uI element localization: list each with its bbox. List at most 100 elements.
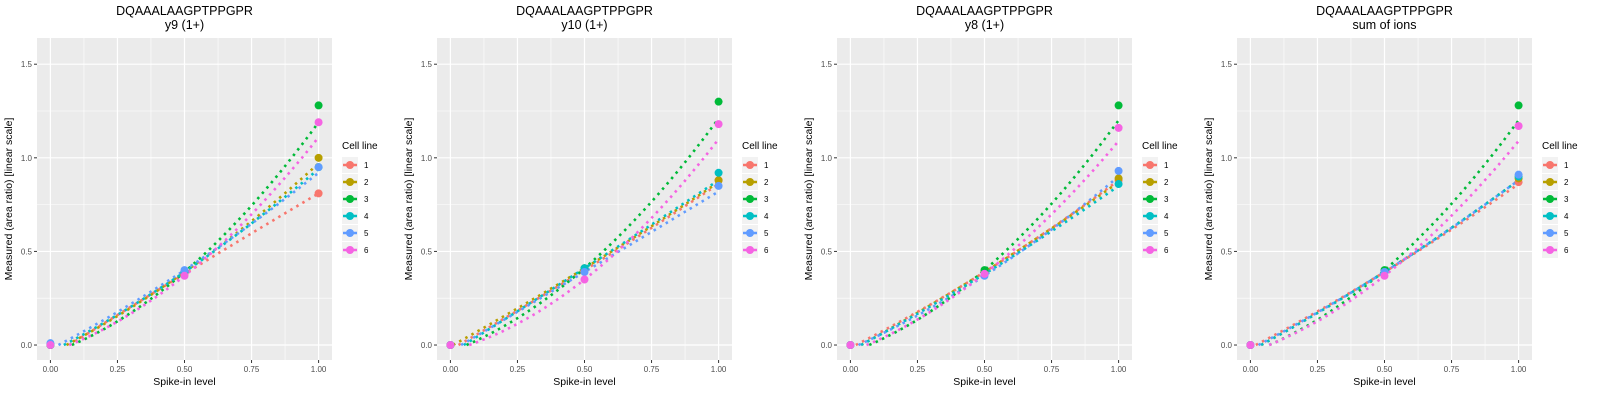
data-point-cell-line-6 <box>1114 123 1123 132</box>
legend-key-point <box>1146 212 1154 220</box>
data-point-cell-line-6 <box>1380 271 1389 280</box>
legend-label: 5 <box>1564 229 1569 238</box>
data-point-cell-line-6 <box>314 118 323 127</box>
legend-item-2: 2 <box>342 174 369 190</box>
legend-key-point <box>1146 229 1154 237</box>
legend-label: 3 <box>1164 195 1169 204</box>
y-tick-label: 1.5 <box>821 60 833 69</box>
legend-title: Cell line <box>342 141 378 152</box>
x-tick-label: 0.75 <box>1044 365 1060 374</box>
legend-label: 5 <box>764 229 769 238</box>
fit-line-cell-line-5 <box>1257 179 1520 347</box>
legend-item-3: 3 <box>1142 191 1169 207</box>
y-tick-label: 1.0 <box>421 154 433 163</box>
legend-label: 3 <box>364 195 369 204</box>
data-point-cell-line-6 <box>180 271 189 280</box>
fit-line-cell-line-6 <box>68 136 320 347</box>
legend-key-point <box>346 229 354 237</box>
legend-label: 2 <box>1164 178 1169 187</box>
legend-item-5: 5 <box>1542 225 1569 241</box>
x-axis-label: Spike-in level <box>953 376 1015 388</box>
legend-title: Cell line <box>1542 141 1578 152</box>
data-point-cell-line-6 <box>846 341 855 350</box>
y-tick-label: 1.5 <box>21 60 33 69</box>
legend-label: 3 <box>1564 195 1569 204</box>
legend-key-point <box>1546 161 1554 169</box>
y-axis-label: Measured (area ratio) [linear scale] <box>1203 118 1215 281</box>
data-point-cell-line-5 <box>580 268 589 277</box>
legend-key-point <box>1146 195 1154 203</box>
chart-title: DQAAALAAGPTPPGPR <box>1316 4 1453 18</box>
y-tick-label: 0.0 <box>421 341 433 350</box>
x-tick-label: 0.50 <box>177 365 193 374</box>
legend-item-4: 4 <box>1542 208 1569 224</box>
legend-item-2: 2 <box>742 174 769 190</box>
legend-label: 4 <box>764 212 769 221</box>
legend-item-4: 4 <box>342 208 369 224</box>
legend-key-point <box>1546 212 1554 220</box>
legend-key-point <box>346 161 354 169</box>
legend-label: 6 <box>1164 246 1169 255</box>
x-tick-label: 0.50 <box>977 365 993 374</box>
legend-label: 6 <box>364 246 369 255</box>
fit-line-cell-line-5 <box>460 190 720 347</box>
legend-label: 2 <box>1564 178 1569 187</box>
data-point-cell-line-1 <box>314 189 323 198</box>
fit-line-cell-line-1 <box>457 182 720 347</box>
chart-subtitle: y10 (1+) <box>561 18 607 32</box>
x-axis-label: Spike-in level <box>553 376 615 388</box>
y-axis-label: Measured (area ratio) [linear scale] <box>403 118 415 281</box>
x-tick-label: 1.00 <box>1511 365 1527 374</box>
fit-line-cell-line-4 <box>63 168 320 347</box>
legend-item-5: 5 <box>742 225 769 241</box>
legend-key-point <box>1146 246 1154 254</box>
y-tick-label: 1.0 <box>21 154 33 163</box>
legend-label: 1 <box>1164 161 1169 170</box>
chart-title: DQAAALAAGPTPPGPR <box>516 4 653 18</box>
data-point-cell-line-6 <box>46 341 55 350</box>
legend: Cell line 1 2 3 4 5 6 <box>742 141 778 258</box>
data-point-cell-line-6 <box>980 269 989 278</box>
x-tick-label: 0.00 <box>43 365 59 374</box>
x-tick-label: 0.75 <box>1444 365 1460 374</box>
x-tick-label: 0.00 <box>1243 365 1259 374</box>
fit-line-cell-line-1 <box>855 179 1120 347</box>
fit-line-cell-line-6 <box>865 140 1120 347</box>
legend: Cell line 1 2 3 4 5 6 <box>342 141 378 258</box>
legend-item-5: 5 <box>1142 225 1169 241</box>
legend-label: 1 <box>364 161 369 170</box>
chart-subtitle: sum of ions <box>1353 18 1417 32</box>
y-tick-label: 0.0 <box>21 341 33 350</box>
legend-title: Cell line <box>742 141 778 152</box>
data-point-cell-line-5 <box>180 266 189 275</box>
legend-key-point <box>1546 195 1554 203</box>
legend-key-point <box>1546 246 1554 254</box>
legend: Cell line 1 2 3 4 5 6 <box>1542 141 1578 258</box>
y-axis-label: Measured (area ratio) [linear scale] <box>3 118 15 281</box>
legend-key-point <box>346 178 354 186</box>
fit-line-cell-line-1 <box>1255 182 1520 347</box>
legend-title: Cell line <box>1142 141 1178 152</box>
legend-label: 2 <box>364 178 369 187</box>
data-point-cell-line-2 <box>314 153 323 162</box>
data-point-cell-line-2 <box>1114 174 1123 183</box>
legend-label: 1 <box>1564 161 1569 170</box>
data-point-cell-line-6 <box>446 341 455 350</box>
data-point-cell-line-4 <box>1114 180 1123 189</box>
x-axis-label: Spike-in level <box>153 376 215 388</box>
legend-label: 4 <box>1164 212 1169 221</box>
data-point-cell-line-2 <box>714 176 723 185</box>
x-tick-label: 1.00 <box>311 365 327 374</box>
y-tick-label: 0.5 <box>21 247 33 256</box>
legend-key-point <box>746 212 754 220</box>
y-tick-label: 0.0 <box>1221 341 1233 350</box>
x-tick-label: 0.25 <box>110 365 126 374</box>
data-point-cell-line-3 <box>1114 101 1123 110</box>
legend-key-point <box>346 246 354 254</box>
legend-key-point <box>1546 178 1554 186</box>
legend: Cell line 1 2 3 4 5 6 <box>1142 141 1178 258</box>
data-point-cell-line-6 <box>714 120 723 129</box>
data-point-cell-line-6 <box>1246 341 1255 350</box>
